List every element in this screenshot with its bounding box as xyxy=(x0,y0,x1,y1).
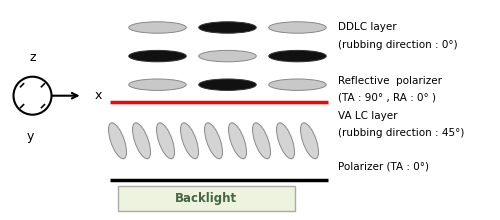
Ellipse shape xyxy=(204,123,222,159)
Ellipse shape xyxy=(156,123,174,159)
Ellipse shape xyxy=(269,79,326,90)
Text: Reflective  polarizer: Reflective polarizer xyxy=(338,76,442,86)
Ellipse shape xyxy=(129,22,186,33)
Ellipse shape xyxy=(269,50,326,62)
Text: Polarizer (TA : 0°): Polarizer (TA : 0°) xyxy=(338,161,428,171)
Ellipse shape xyxy=(276,123,294,159)
Ellipse shape xyxy=(14,77,52,115)
Ellipse shape xyxy=(228,123,246,159)
Text: Backlight: Backlight xyxy=(175,192,238,205)
Ellipse shape xyxy=(199,50,256,62)
Ellipse shape xyxy=(269,22,326,33)
Ellipse shape xyxy=(300,123,318,159)
Ellipse shape xyxy=(199,22,256,33)
Text: x: x xyxy=(95,89,102,102)
Text: DDLC layer: DDLC layer xyxy=(338,22,396,33)
Ellipse shape xyxy=(132,123,150,159)
Text: z: z xyxy=(29,51,36,64)
Ellipse shape xyxy=(129,79,186,90)
Ellipse shape xyxy=(199,79,256,90)
Ellipse shape xyxy=(108,123,126,159)
Text: y: y xyxy=(26,130,34,143)
Ellipse shape xyxy=(180,123,198,159)
Bar xyxy=(118,186,295,211)
Text: (TA : 90° , RA : 0° ): (TA : 90° , RA : 0° ) xyxy=(338,93,436,103)
Ellipse shape xyxy=(252,123,270,159)
Text: (rubbing direction : 45°): (rubbing direction : 45°) xyxy=(338,128,464,138)
Text: VA LC layer: VA LC layer xyxy=(338,110,397,121)
Text: (rubbing direction : 0°): (rubbing direction : 0°) xyxy=(338,40,457,50)
Ellipse shape xyxy=(129,50,186,62)
